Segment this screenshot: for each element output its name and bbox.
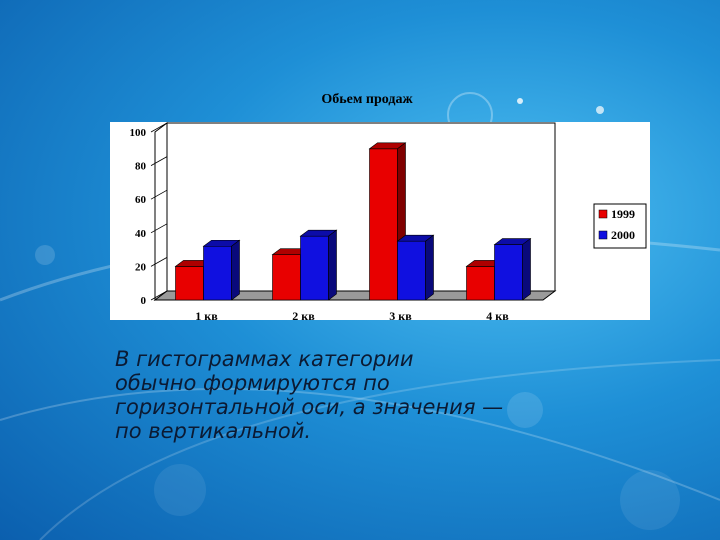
- y-gridline: [150, 189, 168, 200]
- x-tick-label: 3 кв: [389, 309, 412, 323]
- caption-line: В гистограммах категории: [115, 347, 414, 371]
- legend-label: 2000: [611, 228, 635, 242]
- y-gridline: [150, 290, 168, 301]
- bar-side: [231, 239, 240, 301]
- caption: В гистограммах категории обычно формирую…: [115, 347, 585, 443]
- bar-front: [397, 240, 426, 301]
- chart-title: Обьем продаж: [321, 92, 413, 107]
- x-tick-label: 1 кв: [195, 309, 218, 323]
- y-gridline: [150, 257, 168, 267]
- y-tick-label: 80: [135, 161, 147, 173]
- bar-front: [203, 245, 232, 301]
- bar-front: [272, 254, 301, 301]
- y-gridline: [150, 223, 168, 234]
- bar-side: [522, 237, 531, 301]
- bar-side: [425, 234, 434, 301]
- x-tick-label: 2 кв: [292, 309, 315, 323]
- bar-front: [494, 244, 523, 301]
- x-tick-label: 4 кв: [486, 309, 509, 323]
- legend-swatch: [598, 230, 608, 240]
- bar-front: [300, 235, 329, 301]
- legend: 1999 2000: [593, 203, 647, 249]
- plot-area: 0 20 40 60 80 100 1 кв 2 кв 3 кв 4 кв: [110, 122, 650, 323]
- y-tick-label: 100: [130, 127, 147, 139]
- caption-line: по вертикальной.: [115, 419, 312, 443]
- caption-line: обычно формируются по: [115, 371, 390, 395]
- bar-front: [466, 266, 495, 301]
- y-tick-label: 60: [135, 194, 147, 206]
- y-gridline: [150, 156, 168, 166]
- side-wall: [154, 122, 168, 301]
- y-tick-label: 0: [141, 295, 147, 307]
- legend-swatch: [598, 209, 608, 219]
- bar-front: [369, 148, 398, 301]
- y-tick-label: 20: [135, 261, 147, 273]
- legend-label: 1999: [611, 207, 635, 221]
- y-tick-label: 40: [135, 228, 147, 240]
- caption-line: горизонтальной оси, а значения —: [115, 395, 504, 419]
- y-gridline: [150, 122, 168, 133]
- bar-front: [175, 266, 204, 301]
- bar-side: [328, 229, 337, 301]
